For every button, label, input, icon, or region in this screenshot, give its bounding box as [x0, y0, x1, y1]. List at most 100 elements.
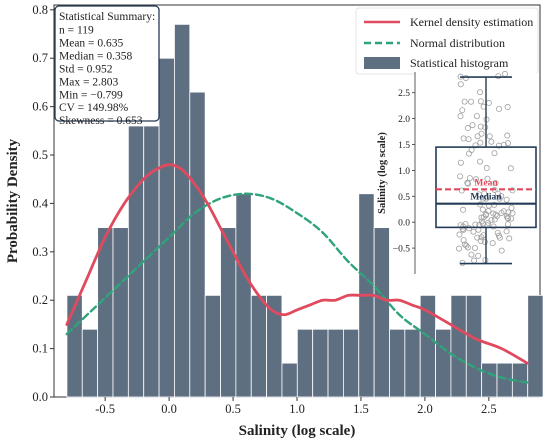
inset-point [488, 138, 495, 145]
inset-point [494, 229, 501, 236]
inset-point [460, 135, 467, 142]
y-tick-label: 0.4 [32, 196, 48, 210]
inset-point [482, 124, 489, 131]
legend-hist-swatch [364, 57, 400, 69]
inset-point [477, 123, 484, 130]
inset-point [462, 74, 469, 81]
inset-point [475, 252, 482, 259]
inset-point [456, 231, 463, 238]
histogram-bar [158, 57, 175, 398]
y-tick-label: 0.1 [32, 342, 48, 356]
inset-point [478, 130, 485, 137]
inset-point [505, 140, 512, 147]
summary-line: Mean = 0.635 [59, 38, 124, 50]
histogram-bar [481, 362, 498, 398]
inset-point [471, 244, 478, 251]
histogram-bar [373, 227, 390, 398]
inset-point [470, 228, 477, 235]
inset-point [503, 196, 510, 203]
y-tick-label: 0.3 [32, 245, 48, 259]
histogram-bar [81, 328, 99, 398]
inset-point [508, 204, 515, 211]
histogram-bar [235, 193, 252, 398]
histogram-bar [296, 328, 314, 398]
inset-point [464, 244, 471, 251]
x-tick-label: 0.5 [225, 402, 241, 416]
x-axis-ticks: -0.5 0.0 0.5 1.0 1.5 2.0 2.5 [95, 397, 497, 416]
inset-point [477, 139, 484, 146]
inset-point [485, 219, 492, 226]
inset-point [464, 179, 471, 186]
y-tick-label: 0.6 [32, 100, 48, 114]
inset-point [491, 201, 498, 208]
inset-point [503, 228, 510, 235]
inset-point [473, 113, 480, 120]
normal-distribution-line [65, 192, 529, 384]
inset-point [490, 210, 497, 217]
y-axis-label: Probability Density [5, 138, 21, 263]
inset-point [507, 165, 514, 172]
histogram-bar [127, 125, 145, 398]
histogram-bar [66, 294, 83, 398]
histogram-bar [312, 328, 329, 398]
inset-boxplot: −0.5 0.0 0.5 1.0 1.5 2.0 2.5 Salinity (log sca… [377, 70, 537, 274]
inset-point [479, 206, 486, 213]
y-tick-label: 0.8 [32, 3, 48, 17]
inset-point [466, 225, 473, 232]
histogram-bars [66, 23, 544, 398]
inset-point [477, 98, 484, 105]
inset-point [495, 232, 502, 239]
inset-point [469, 122, 476, 129]
histogram-bar [189, 91, 206, 398]
inset-y-tick-label: 1.5 [398, 141, 410, 151]
summary-line: n = 119 [59, 25, 94, 37]
x-tick-label: -0.5 [95, 402, 115, 416]
y-tick-label: 0.7 [32, 51, 48, 65]
inset-point [481, 238, 488, 245]
legend: Kernel density estimation Normal distrib… [355, 7, 539, 75]
inset-point [500, 208, 507, 215]
inset-point [474, 234, 481, 241]
inset-point [483, 165, 490, 172]
inset-frame [415, 72, 537, 274]
histogram-bar [527, 294, 544, 398]
inset-point [459, 107, 466, 114]
density-curves [65, 163, 529, 384]
inset-point [463, 242, 470, 249]
inset-point [461, 98, 468, 105]
inset-point [484, 175, 491, 182]
inset-point [457, 173, 464, 180]
histogram-bar [250, 294, 267, 398]
x-tick-label: 1.0 [289, 402, 305, 416]
inset-point [468, 251, 475, 258]
inset-point [466, 175, 473, 182]
legend-normal-label: Normal distribution [410, 36, 505, 50]
x-tick-label: 2.0 [417, 402, 433, 416]
x-tick-label: 2.5 [481, 402, 497, 416]
inset-y-tick-label: 0.0 [398, 219, 410, 229]
inset-point [506, 235, 513, 242]
summary-line: Median = 0.358 [59, 51, 132, 63]
kde-line [65, 163, 529, 365]
histogram-bar [112, 227, 129, 398]
inset-point [460, 237, 467, 244]
x-tick-label: 1.5 [353, 402, 369, 416]
inset-point [483, 195, 490, 202]
inset-point [482, 212, 489, 219]
summary-box: Statistical Summary: n = 119 Mean = 0.63… [54, 5, 160, 127]
inset-point [465, 180, 472, 187]
histogram-bar [143, 125, 160, 398]
inset-point [456, 245, 463, 252]
inset-point [478, 234, 485, 241]
inset-box [435, 76, 537, 265]
inset-point [496, 105, 503, 112]
histogram-bar [174, 23, 191, 398]
histogram-bar [450, 294, 467, 398]
inset-y-tick-label: −0.5 [393, 245, 410, 255]
inset-point [460, 206, 467, 213]
inset-point [473, 176, 480, 183]
histogram-bar [327, 328, 344, 398]
inset-point [490, 223, 497, 230]
histogram-bar [204, 294, 221, 398]
histogram-bar [266, 294, 283, 398]
